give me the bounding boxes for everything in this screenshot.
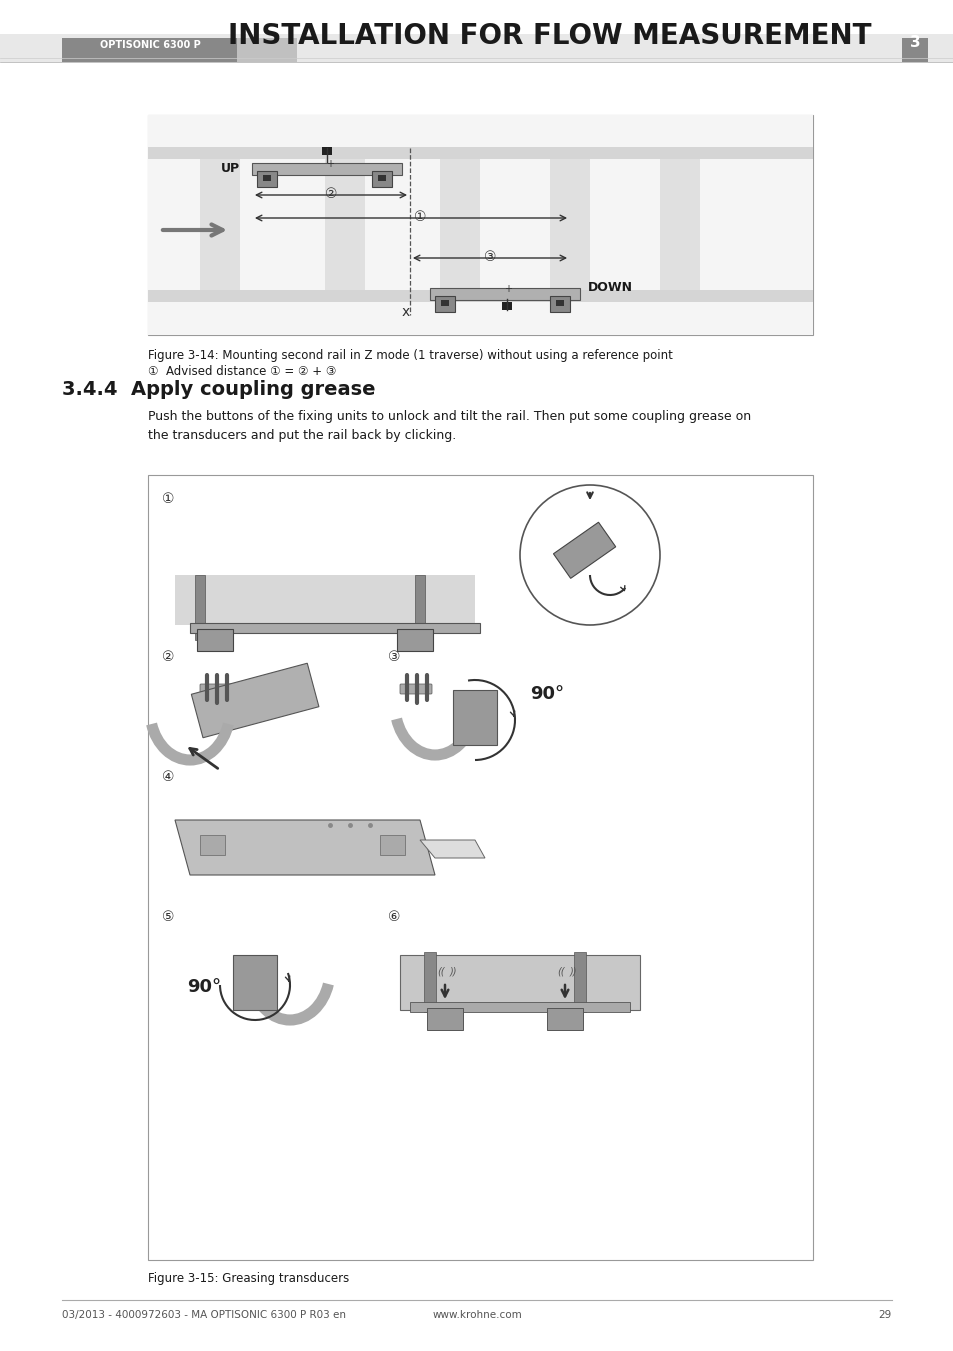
FancyBboxPatch shape (501, 303, 512, 309)
Text: 29: 29 (878, 1310, 891, 1320)
Text: 3.4.4  Apply coupling grease: 3.4.4 Apply coupling grease (62, 380, 375, 399)
Text: ①: ① (162, 492, 174, 507)
FancyBboxPatch shape (325, 147, 365, 303)
Text: UP: UP (221, 162, 240, 176)
FancyBboxPatch shape (196, 630, 233, 651)
FancyBboxPatch shape (415, 576, 424, 640)
Text: www.krohne.com: www.krohne.com (432, 1310, 521, 1320)
Text: 3: 3 (909, 35, 920, 50)
Polygon shape (192, 663, 318, 738)
FancyBboxPatch shape (256, 172, 276, 186)
Text: +: + (326, 159, 334, 169)
FancyBboxPatch shape (322, 147, 332, 155)
FancyBboxPatch shape (550, 296, 569, 312)
FancyBboxPatch shape (148, 147, 812, 159)
Text: ③: ③ (388, 650, 400, 663)
Text: x: x (401, 305, 410, 319)
FancyBboxPatch shape (200, 835, 225, 855)
FancyBboxPatch shape (236, 38, 296, 62)
FancyBboxPatch shape (410, 1002, 629, 1012)
FancyBboxPatch shape (148, 476, 812, 1260)
FancyBboxPatch shape (574, 952, 585, 1012)
Text: ⑤: ⑤ (162, 911, 174, 924)
FancyBboxPatch shape (435, 296, 455, 312)
FancyBboxPatch shape (263, 176, 271, 181)
Text: 90°: 90° (530, 685, 563, 703)
Text: ①  Advised distance ① = ② + ③: ① Advised distance ① = ② + ③ (148, 365, 336, 378)
Text: 90°: 90° (187, 978, 221, 996)
Text: ③: ③ (483, 250, 496, 263)
FancyBboxPatch shape (379, 835, 405, 855)
Text: +: + (503, 284, 512, 295)
FancyBboxPatch shape (396, 630, 433, 651)
FancyBboxPatch shape (148, 290, 812, 303)
Polygon shape (553, 523, 615, 578)
FancyBboxPatch shape (430, 288, 579, 300)
Text: )): )) (569, 967, 577, 977)
Text: ②: ② (324, 186, 337, 201)
Text: Figure 3-14: Mounting second rail in Z mode (1 traverse) without using a referen: Figure 3-14: Mounting second rail in Z m… (148, 349, 672, 362)
Text: ④: ④ (162, 770, 174, 784)
FancyBboxPatch shape (659, 147, 700, 303)
FancyBboxPatch shape (427, 1008, 462, 1029)
FancyBboxPatch shape (200, 684, 232, 694)
FancyBboxPatch shape (174, 576, 475, 626)
FancyBboxPatch shape (148, 115, 812, 335)
Text: )): )) (449, 967, 456, 977)
Text: 03/2013 - 4000972603 - MA OPTISONIC 6300 P R03 en: 03/2013 - 4000972603 - MA OPTISONIC 6300… (62, 1310, 346, 1320)
Text: DOWN: DOWN (587, 281, 633, 295)
FancyBboxPatch shape (399, 955, 639, 1011)
FancyBboxPatch shape (453, 690, 497, 744)
FancyBboxPatch shape (550, 147, 589, 303)
Text: ②: ② (162, 650, 174, 663)
FancyBboxPatch shape (377, 176, 386, 181)
Text: ①: ① (414, 209, 426, 224)
FancyBboxPatch shape (546, 1008, 582, 1029)
FancyBboxPatch shape (440, 300, 449, 305)
FancyBboxPatch shape (194, 576, 205, 640)
Text: Push the buttons of the fixing units to unlock and tilt the rail. Then put some : Push the buttons of the fixing units to … (148, 409, 750, 442)
Text: ⑥: ⑥ (388, 911, 400, 924)
FancyBboxPatch shape (148, 115, 812, 335)
FancyBboxPatch shape (423, 952, 436, 1012)
FancyBboxPatch shape (372, 172, 392, 186)
Text: INSTALLATION FOR FLOW MEASUREMENT: INSTALLATION FOR FLOW MEASUREMENT (228, 22, 871, 50)
Polygon shape (419, 840, 484, 858)
FancyBboxPatch shape (901, 38, 927, 62)
FancyBboxPatch shape (200, 147, 240, 303)
FancyBboxPatch shape (439, 147, 479, 303)
Polygon shape (174, 820, 435, 875)
FancyBboxPatch shape (556, 300, 563, 305)
FancyBboxPatch shape (0, 34, 953, 62)
FancyBboxPatch shape (233, 955, 276, 1011)
Text: ((: (( (557, 967, 564, 977)
Text: OPTISONIC 6300 P: OPTISONIC 6300 P (99, 41, 200, 50)
Text: ((: (( (436, 967, 444, 977)
Text: Figure 3-15: Greasing transducers: Figure 3-15: Greasing transducers (148, 1273, 349, 1285)
FancyBboxPatch shape (252, 163, 401, 176)
FancyBboxPatch shape (190, 623, 479, 634)
FancyBboxPatch shape (399, 684, 432, 694)
FancyBboxPatch shape (62, 38, 236, 62)
